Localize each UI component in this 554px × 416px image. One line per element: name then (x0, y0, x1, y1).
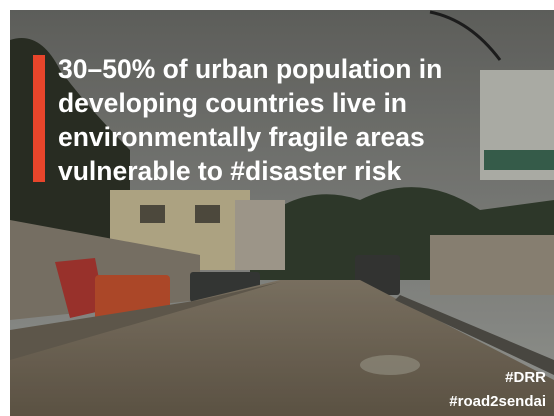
hashtag: #road2sendai (449, 393, 546, 410)
headline-line: environmentally fragile areas (58, 122, 425, 152)
headline-line: 30–50% of urban population in (58, 54, 442, 84)
hashtag: #DRR (505, 369, 546, 386)
headline-line: vulnerable to #disaster risk (58, 156, 401, 186)
accent-bar (33, 55, 45, 182)
photo-card: 30–50% of urban population in developing… (0, 0, 554, 416)
headline-line: developing countries live in (58, 88, 407, 118)
page: 30–50% of urban population in developing… (0, 0, 554, 416)
